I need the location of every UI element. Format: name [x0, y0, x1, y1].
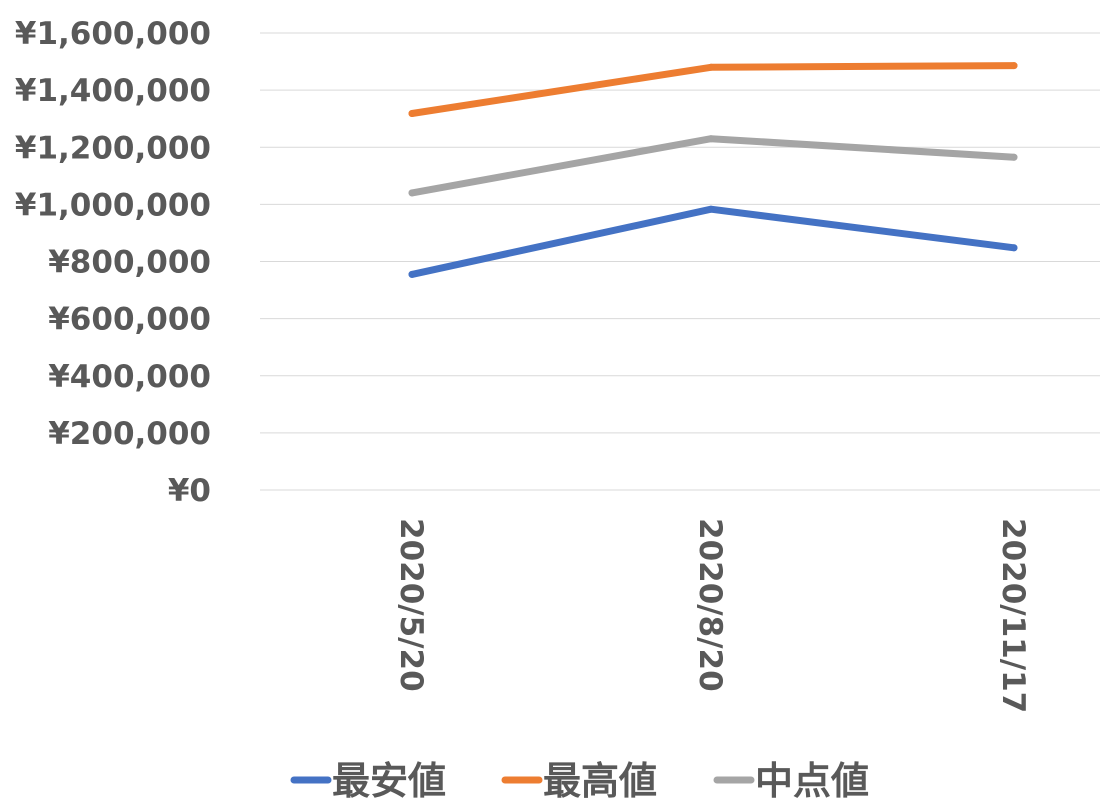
legend: 最安値 最高値 中点値: [290, 759, 869, 803]
series-line-1: [408, 62, 1018, 117]
x-tick-label: 2020/5/20: [393, 518, 429, 692]
legend-label: 中点値: [755, 759, 869, 803]
data-point: [707, 63, 715, 71]
data-point: [707, 135, 715, 143]
data-point: [408, 270, 416, 278]
data-point: [1010, 153, 1018, 161]
y-tick-label: ¥1,400,000: [15, 73, 211, 109]
y-tick-label: ¥1,000,000: [15, 187, 211, 223]
y-tick-label: ¥1,200,000: [15, 130, 211, 166]
x-tick-label: 2020/11/17: [995, 518, 1031, 713]
legend-label: 最安値: [332, 759, 446, 803]
data-point: [1010, 244, 1018, 252]
gridlines: [260, 32, 1100, 491]
y-tick-label: ¥800,000: [48, 245, 211, 281]
y-axis-tick-labels: ¥0 ¥200,000 ¥400,000 ¥600,000 ¥800,000 ¥1,000…: [15, 16, 211, 509]
x-axis-tick-labels: 2020/5/20 2020/8/20 2020/11/17: [393, 518, 1031, 713]
y-tick-label: ¥1,600,000: [15, 16, 211, 52]
y-tick-label: ¥400,000: [48, 359, 211, 395]
legend-label: 最高値: [543, 759, 657, 803]
y-tick-label: ¥200,000: [48, 416, 211, 452]
data-point: [1010, 62, 1018, 70]
series-line-0: [408, 205, 1018, 278]
data-point: [408, 110, 416, 117]
y-tick-label: ¥600,000: [48, 302, 211, 338]
x-tick-label: 2020/8/20: [692, 518, 728, 692]
data-point: [707, 205, 715, 213]
series-lines: [408, 62, 1018, 278]
data-point: [408, 189, 416, 197]
y-tick-label: ¥0: [168, 473, 211, 509]
